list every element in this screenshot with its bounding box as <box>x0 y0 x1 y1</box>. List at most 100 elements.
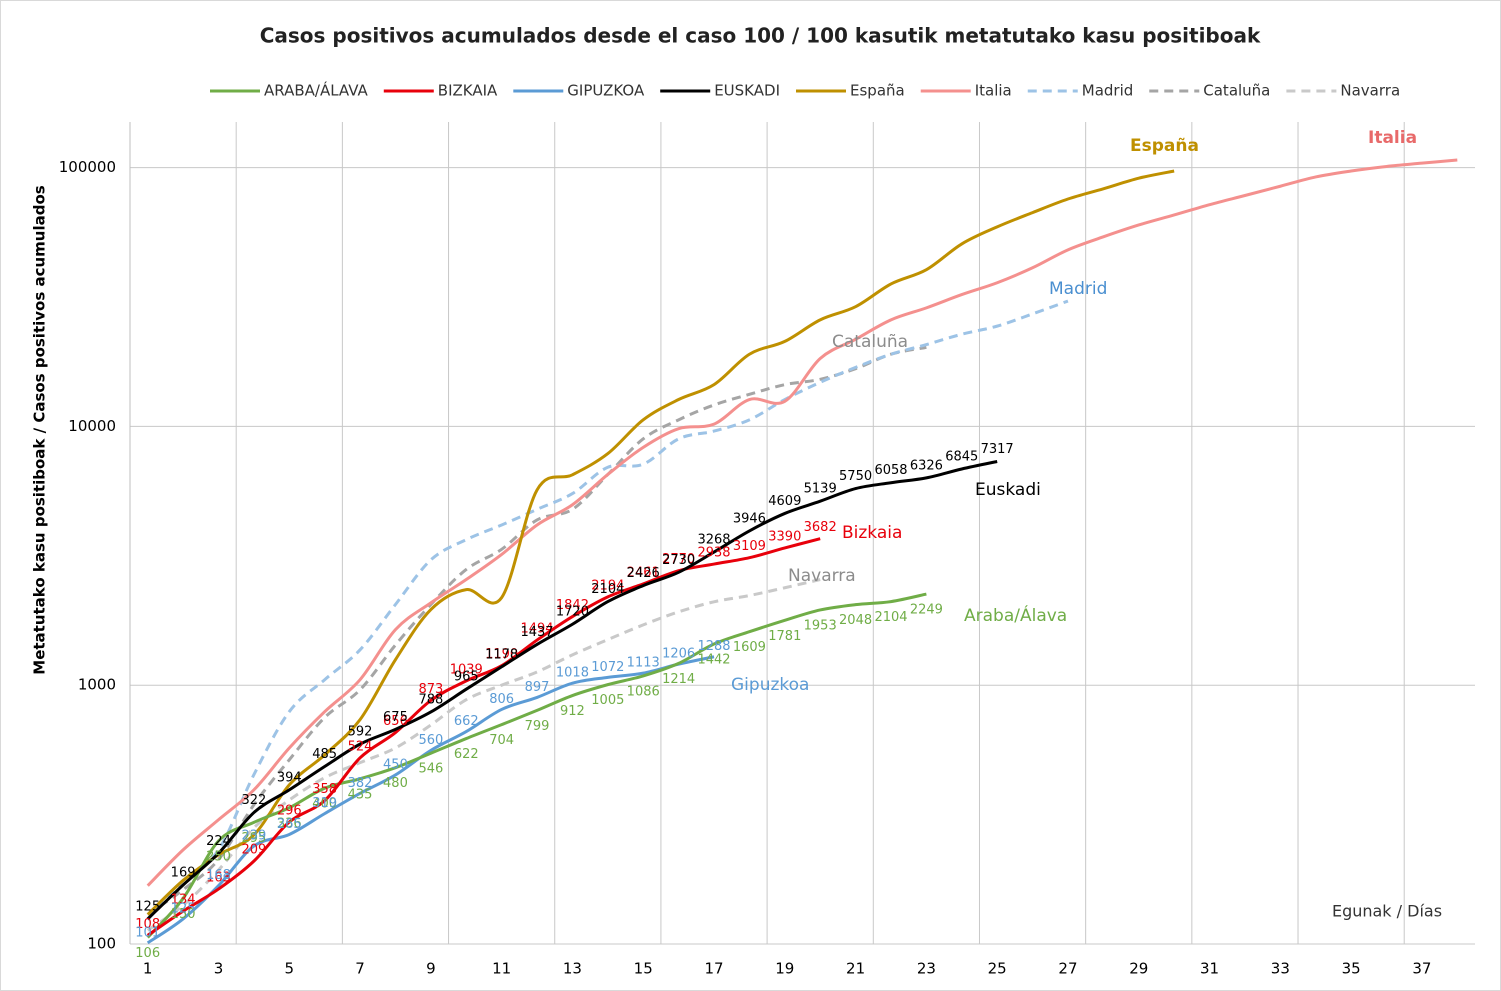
series-line <box>146 345 927 916</box>
data-label: 1039 <box>450 662 483 677</box>
data-label: 6326 <box>910 458 943 473</box>
data-label: 1178 <box>485 647 518 662</box>
data-label: 382 <box>348 776 373 791</box>
data-label: 662 <box>454 714 479 729</box>
series-end-label: Cataluña <box>832 332 908 352</box>
series-line <box>146 578 821 932</box>
data-label: 322 <box>241 793 266 808</box>
data-label: 336 <box>277 816 302 831</box>
data-label: 134 <box>171 893 196 908</box>
data-label: 485 <box>312 747 337 762</box>
data-label: 5750 <box>839 469 872 484</box>
x-tick-label: 19 <box>775 960 794 978</box>
data-label: 1720 <box>556 605 589 620</box>
data-label: 2104 <box>874 610 907 625</box>
x-tick-label: 33 <box>1271 960 1290 978</box>
data-label: 2249 <box>910 603 943 618</box>
x-tick-label: 15 <box>634 960 653 978</box>
y-tick-label: 1000 <box>78 676 116 694</box>
data-label: 704 <box>489 733 514 748</box>
series-end-label: España <box>1130 136 1199 156</box>
y-tick-label: 100 <box>87 935 116 953</box>
data-label: 3390 <box>768 529 801 544</box>
x-tick-label: 21 <box>846 960 865 978</box>
series-line <box>146 592 927 939</box>
data-label: 224 <box>206 834 231 849</box>
legend-label: Madrid <box>1082 82 1134 100</box>
x-tick-label: 17 <box>704 960 723 978</box>
x-tick-label: 9 <box>426 960 436 978</box>
data-label: 1609 <box>733 640 766 655</box>
series-line <box>146 460 998 921</box>
data-label: 1288 <box>697 639 730 654</box>
legend-label: España <box>850 82 905 100</box>
series-end-label: Italia <box>1368 128 1417 148</box>
data-label: 2770 <box>662 552 695 567</box>
data-label: 897 <box>525 680 550 695</box>
legend-label: ARABA/ÁLAVA <box>264 81 369 100</box>
data-label: 250 <box>206 850 231 865</box>
data-label: 1214 <box>662 672 695 687</box>
series-end-label: Euskadi <box>975 480 1041 500</box>
data-label: 108 <box>135 917 160 932</box>
data-label: 6058 <box>874 463 907 478</box>
x-axis-label: Egunak / Días <box>1332 902 1442 921</box>
data-label: 1018 <box>556 666 589 681</box>
x-tick-label: 31 <box>1200 960 1219 978</box>
data-label: 592 <box>348 725 373 740</box>
data-label: 3109 <box>733 539 766 554</box>
data-label: 873 <box>418 682 443 697</box>
data-label: 2194 <box>591 578 624 593</box>
legend-label: BIZKAIA <box>438 82 498 100</box>
data-label: 106 <box>135 946 160 961</box>
data-label: 1086 <box>627 684 660 699</box>
data-label: 1072 <box>591 660 624 675</box>
data-label: 788 <box>418 692 443 707</box>
series-end-label: Madrid <box>1049 279 1107 299</box>
data-label: 1953 <box>804 618 837 633</box>
x-tick-label: 11 <box>492 960 511 978</box>
data-label: 101 <box>135 925 160 940</box>
data-label: 3268 <box>697 533 730 548</box>
legend-label: Cataluña <box>1203 82 1270 100</box>
series-line <box>146 169 1175 916</box>
data-label: 675 <box>383 710 408 725</box>
series-end-label: Gipuzkoa <box>731 675 809 695</box>
legend-label: GIPUZKOA <box>567 82 645 100</box>
data-label: 480 <box>383 776 408 791</box>
data-label: 524 <box>348 739 373 754</box>
data-label: 2938 <box>697 546 730 561</box>
data-label: 2048 <box>839 613 872 628</box>
data-label: 965 <box>454 670 479 685</box>
data-label: 3946 <box>733 511 766 526</box>
series-end-label: Bizkaia <box>842 523 902 543</box>
x-tick-label: 3 <box>214 960 224 978</box>
data-label: 4609 <box>768 494 801 509</box>
x-tick-label: 23 <box>917 960 936 978</box>
data-label: 265 <box>277 817 302 832</box>
data-label: 125 <box>171 901 196 916</box>
data-label: 209 <box>241 843 266 858</box>
data-label: 1494 <box>520 622 553 637</box>
data-label: 450 <box>383 757 408 772</box>
series-end-label: Araba/Álava <box>964 604 1067 626</box>
data-label: 1437 <box>520 625 553 640</box>
legend-label: Italia <box>975 82 1012 100</box>
data-label: 3682 <box>804 520 837 535</box>
data-label: 239 <box>241 829 266 844</box>
data-label: 2426 <box>627 566 660 581</box>
data-label: 400 <box>312 797 337 812</box>
y-tick-label: 100000 <box>59 158 116 176</box>
data-label: 296 <box>277 804 302 819</box>
x-tick-label: 35 <box>1342 960 1361 978</box>
data-label: 1005 <box>591 693 624 708</box>
data-label: 1206 <box>662 647 695 662</box>
data-label: 169 <box>171 866 196 881</box>
series-line <box>146 158 1458 887</box>
data-label: 163 <box>206 871 231 886</box>
series-line <box>146 299 1069 921</box>
data-label: 1781 <box>768 629 801 644</box>
legend-label: EUSKADI <box>714 82 780 100</box>
x-tick-label: 1 <box>143 960 153 978</box>
